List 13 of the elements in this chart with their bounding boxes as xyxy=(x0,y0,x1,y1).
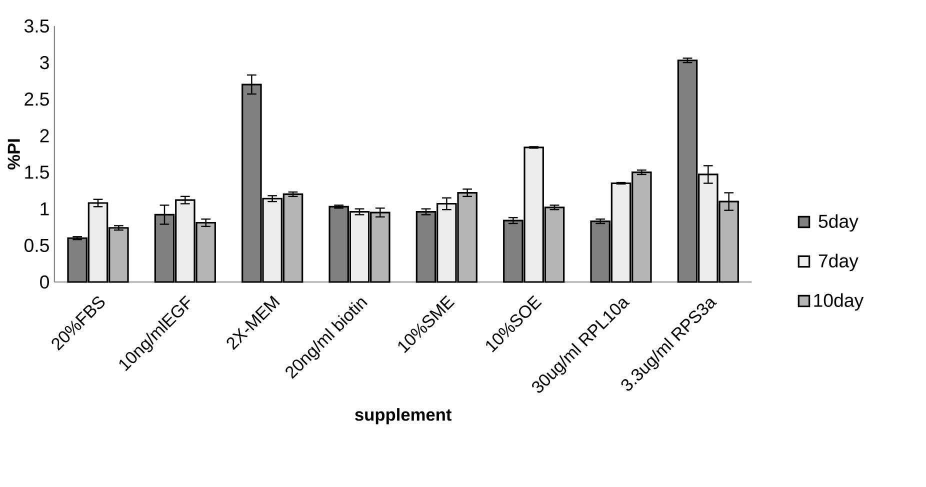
y-tick-label: 2.5 xyxy=(24,92,49,106)
y-tick-label: 0.5 xyxy=(24,238,49,252)
y-tick-label: 0 xyxy=(40,275,49,289)
legend-label: 5day xyxy=(818,214,858,232)
legend-label: 7day xyxy=(818,254,858,272)
y-tick-label: 3.5 xyxy=(24,19,49,33)
x-axis-title: supplement xyxy=(355,408,452,424)
y-tick-label: 1.5 xyxy=(25,166,49,179)
y-axis-title: %PI xyxy=(8,139,20,170)
legend-label: 10day xyxy=(814,293,864,311)
y-tick-label: 1 xyxy=(40,202,49,216)
y-tick-label: 2 xyxy=(40,129,49,142)
y-tick-label: 3 xyxy=(40,56,49,70)
